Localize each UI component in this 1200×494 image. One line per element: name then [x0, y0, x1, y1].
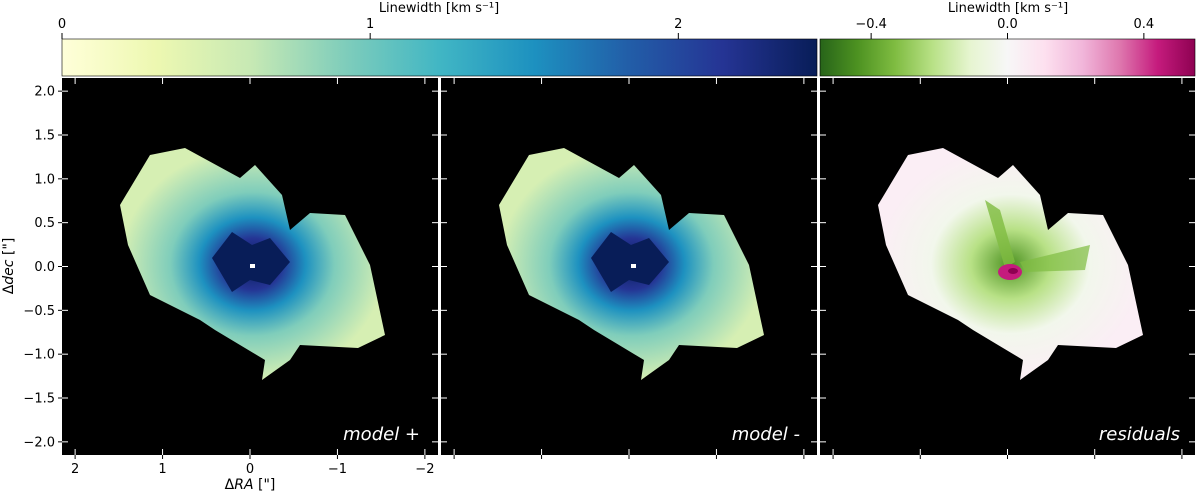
colorbar-linewidth: Linewidth [km s⁻¹] 0 1 2	[58, 1, 818, 77]
panel-residuals-label: residuals	[1099, 424, 1180, 445]
panel-model-minus: model -	[441, 78, 817, 455]
colorbar-residuals-label: Linewidth [km s⁻¹]	[948, 1, 1068, 16]
panel-model-plus-label: model +	[343, 424, 420, 445]
y-tick-label: −2.0	[23, 435, 55, 450]
colorbar-tick-label: 0	[58, 17, 66, 32]
colorbar-residuals: Linewidth [km s⁻¹] −0.4 0.0 0.4	[819, 1, 1196, 77]
colorbar-linewidth-bar	[61, 38, 818, 77]
panel-residuals-disk	[878, 148, 1143, 380]
y-tick-label: 0.0	[34, 260, 55, 275]
x-tick-label: 2	[71, 462, 79, 477]
colorbar-tick-label: −0.4	[855, 17, 887, 32]
colorbar-tick-label: 2	[674, 17, 682, 32]
y-tick-label: −1.5	[23, 392, 55, 407]
x-tick-label: −2	[415, 462, 434, 477]
x-tick-label: 0	[246, 462, 254, 477]
panel-model-minus-label: model -	[732, 424, 800, 445]
y-axis-label: Δdec ["]	[1, 238, 17, 295]
y-tick-label: 1.5	[34, 128, 55, 143]
x-axis-label: ΔRA ["]	[225, 477, 276, 493]
panel-residuals: residuals	[820, 78, 1195, 455]
panel-model-minus-disk	[499, 148, 764, 380]
colorbar-residuals-ticks: −0.4 0.0 0.4	[855, 17, 1154, 39]
panel-model-plus-disk	[120, 148, 385, 380]
colorbar-linewidth-label: Linewidth [km s⁻¹]	[379, 1, 499, 16]
colorbar-tick-label: 1	[366, 17, 374, 32]
colorbar-tick-label: 0.4	[1134, 17, 1155, 32]
y-tick-label: −1.0	[23, 348, 55, 363]
x-tick-label: −1	[328, 462, 347, 477]
y-tick-label: −0.5	[23, 304, 55, 319]
colorbar-tick-label: 0.0	[997, 17, 1018, 32]
y-tick-label: 1.0	[34, 172, 55, 187]
panel-model-plus: model +	[62, 78, 438, 455]
y-axis-ticks: 2.0 1.5 1.0 0.5 0.0 −0.5 −1.0 −1.5 −2.0	[23, 85, 1195, 450]
colorbar-residuals-bar	[819, 38, 1196, 77]
colorbar-linewidth-ticks: 0 1 2	[58, 17, 682, 39]
y-tick-label: 0.5	[34, 216, 55, 231]
x-axis-ticks: 2 1 0 −1 −2	[71, 78, 1183, 477]
y-tick-label: 2.0	[34, 85, 55, 100]
x-tick-label: 1	[158, 462, 166, 477]
